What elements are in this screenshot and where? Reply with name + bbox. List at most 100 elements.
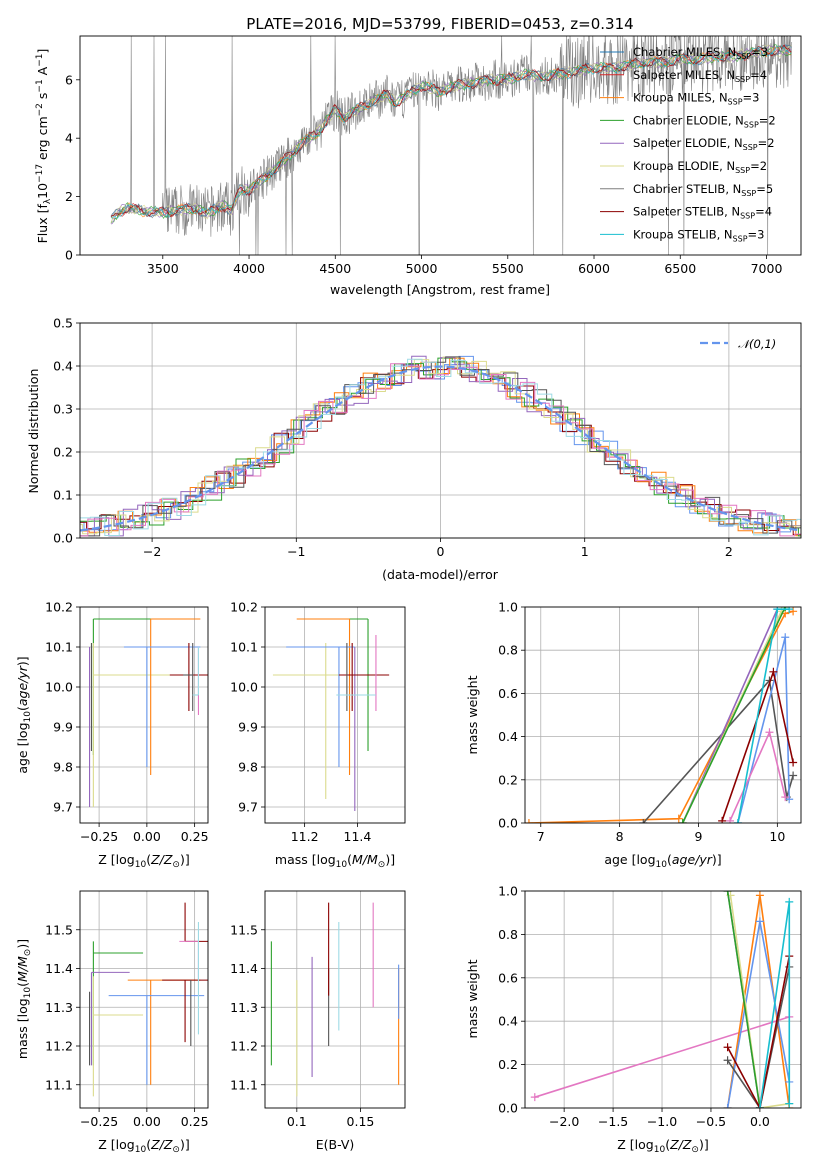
p8-ylabel: mass weight <box>465 959 480 1038</box>
y-tick-label: 11.1 <box>230 1077 258 1092</box>
axes-frame <box>79 322 802 539</box>
weight-marker <box>755 1104 764 1108</box>
y-tick-label: 0.2 <box>498 772 518 787</box>
legend-label: Kroupa STELIB, NSSP=3 <box>633 227 764 243</box>
y-tick-label: 11.2 <box>230 1039 258 1054</box>
axes-frame <box>79 35 802 256</box>
y-tick-label: 11.1 <box>45 1077 73 1092</box>
weight-marker <box>718 816 727 823</box>
weight-marker <box>674 814 683 823</box>
weight-line <box>726 891 761 1108</box>
residuals-plot: −2 −1 0 1 2 0.0 0.1 0.2 0.3 0.4 0.5 𝒩(0,1) <box>53 316 802 559</box>
x-tick-label: 7 <box>537 829 545 844</box>
observed-spectrum <box>110 36 793 255</box>
y-tick-label: 0.8 <box>498 643 518 658</box>
x-tick-label: −2 <box>143 544 161 559</box>
y-tick-label: 1.0 <box>498 600 518 615</box>
axes-frame <box>79 606 209 824</box>
legend-label: Kroupa ELODIE, NSSP=2 <box>633 159 767 175</box>
weight-marker <box>781 633 790 642</box>
model-fit-line <box>110 44 792 223</box>
spectrum-title: PLATE=2016, MJD=53799, FIBERID=0453, z=0… <box>246 15 633 33</box>
p4-xlabel: mass [log10(M/M⊙)] <box>275 852 395 870</box>
x-tick-label: −1.0 <box>647 1114 677 1129</box>
legend-label: Salpeter STELIB, NSSP=4 <box>633 205 772 221</box>
weight-line <box>726 966 791 1108</box>
y-tick-label: 10.0 <box>230 680 258 695</box>
y-tick-label: 0.5 <box>53 316 73 331</box>
age-vs-mass-plot: 11.2 11.4 9.7 9.8 9.9 10.0 10.1 10.2 <box>230 600 406 844</box>
y-tick-label: 0.0 <box>498 816 518 831</box>
x-tick-label: 6500 <box>664 261 696 276</box>
x-tick-label: 11.4 <box>344 829 372 844</box>
x-tick-label: 4500 <box>319 261 351 276</box>
y-tick-label: 11.4 <box>45 961 73 976</box>
legend-label: Salpeter ELODIE, NSSP=2 <box>633 136 775 152</box>
legend-label: Chabrier ELODIE, NSSP=2 <box>633 113 776 129</box>
weight-line <box>729 895 790 1108</box>
x-tick-label: 0.15 <box>347 1114 375 1129</box>
weight-marker <box>733 819 742 823</box>
weight-marker <box>785 897 794 906</box>
y-tick-label: 1.0 <box>498 884 518 899</box>
weight-marker <box>678 819 687 823</box>
legend-label: Chabrier MILES, NSSP=3 <box>633 45 768 61</box>
mass-vs-EBV-plot: 0.1 0.15 11.1 11.2 11.3 11.4 11.5 <box>230 890 406 1129</box>
weight-lines <box>525 607 798 823</box>
y-tick-label: 10.2 <box>45 600 73 615</box>
residual-histogram <box>80 358 801 536</box>
weight-marker <box>525 819 533 823</box>
weight-marker <box>723 1104 732 1108</box>
y-tick-label: 11.3 <box>230 1000 258 1015</box>
weight-marker <box>785 1099 794 1108</box>
weight-marker <box>723 1043 732 1052</box>
x-tick-label: −0.25 <box>80 1114 118 1129</box>
weight-marker <box>769 667 778 676</box>
weight-line <box>534 1016 790 1098</box>
legend-label: 𝒩(0,1) <box>738 337 776 351</box>
y-tick-label: 11.2 <box>45 1039 73 1054</box>
x-tick-label: 11.2 <box>291 829 319 844</box>
weight-marker <box>723 1056 732 1065</box>
residuals-xlabel: (data-model)/error <box>382 567 499 582</box>
legend-label: Kroupa MILES, NSSP=3 <box>633 91 759 107</box>
weight-marker <box>765 728 774 737</box>
weight-line <box>528 610 794 823</box>
weight-line <box>681 607 786 823</box>
y-tick-label: 0.2 <box>53 445 73 460</box>
x-tick-label: 6000 <box>578 261 610 276</box>
weight-marker <box>789 758 798 767</box>
x-tick-label: 0.25 <box>181 1114 209 1129</box>
mass-vs-Z-plot: −0.25 0.00 0.25 11.1 11.2 11.3 11.4 11.5 <box>45 890 209 1129</box>
model-fit-line <box>110 44 792 219</box>
age-vs-Z-plot: −0.25 0.00 0.25 9.7 9.8 9.9 10.0 10.1 10.2 <box>45 600 209 845</box>
residual-histogram <box>80 355 801 537</box>
weight-marker <box>530 1093 539 1102</box>
spectrum-curves <box>110 36 793 255</box>
x-tick-label: −2.0 <box>549 1114 579 1129</box>
y-tick-label: 0.4 <box>498 1014 518 1029</box>
axes-frame <box>524 890 802 1109</box>
x-tick-label: 7000 <box>751 261 783 276</box>
weight-marker <box>781 793 790 802</box>
y-tick-label: 0.2 <box>498 1057 518 1072</box>
p5-ylabel: mass weight <box>465 675 480 754</box>
weight-marker <box>755 891 764 900</box>
y-tick-label: 0.1 <box>53 488 73 503</box>
weight-vs-Z-plot: −2.0 −1.5 −1.0 −0.5 0.0 0.0 0.2 0.4 0.6 0.8 1.0 <box>498 884 802 1129</box>
normal-reference-curve <box>80 365 801 532</box>
x-tick-label: −1.5 <box>598 1114 628 1129</box>
y-tick-label: 0.0 <box>498 1101 518 1116</box>
weight-marker <box>723 891 732 895</box>
axes-frame <box>264 890 406 1109</box>
y-tick-label: 9.7 <box>53 800 73 815</box>
residual-histogram <box>80 363 801 537</box>
y-tick-label: 0.0 <box>53 531 73 546</box>
y-tick-label: 0.6 <box>498 686 518 701</box>
y-tick-label: 2 <box>65 189 73 204</box>
axes-frame <box>264 606 406 824</box>
error-bars <box>89 618 208 807</box>
x-tick-label: 0.00 <box>133 1114 161 1129</box>
model-fit-line <box>110 44 792 219</box>
